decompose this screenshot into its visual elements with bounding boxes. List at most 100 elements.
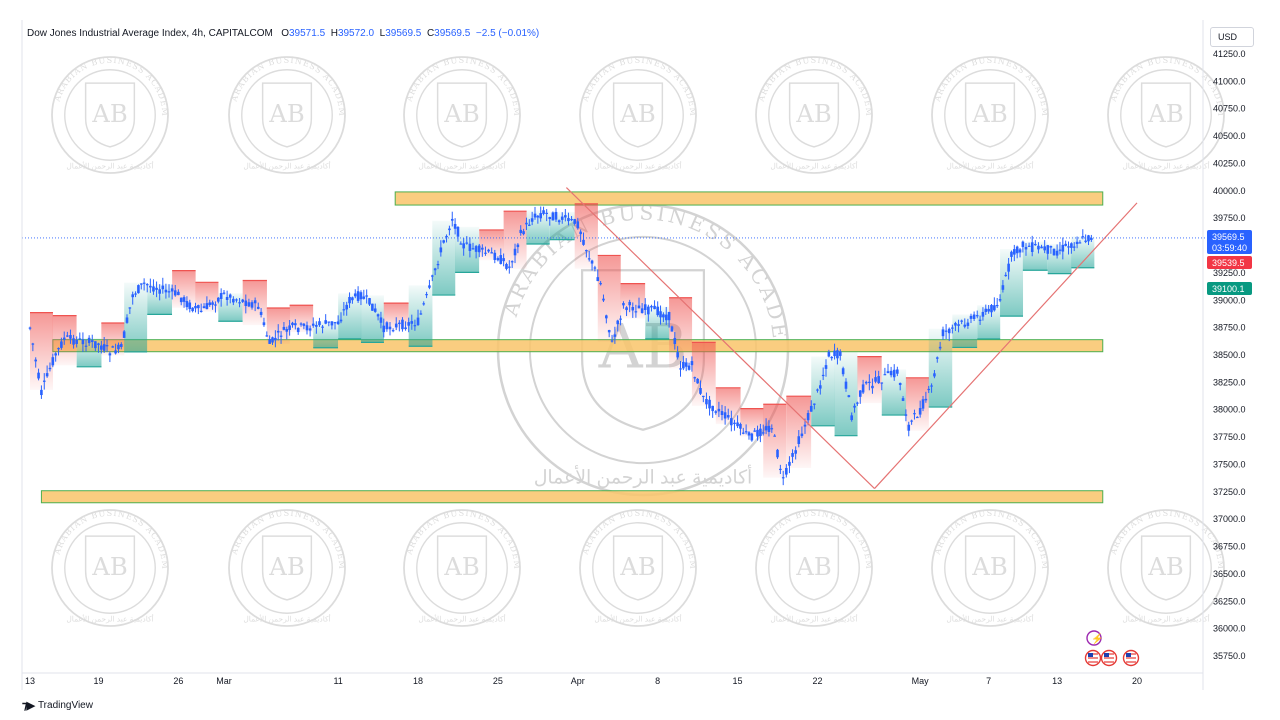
candle	[1018, 247, 1022, 258]
candle	[205, 296, 209, 310]
candle-body	[947, 328, 951, 334]
candle	[788, 456, 791, 474]
seal-outer-ring	[403, 509, 521, 627]
candle	[394, 317, 398, 331]
candle-body	[299, 323, 303, 325]
candle-body	[296, 327, 300, 333]
price-tick-label: 36750.0	[1213, 542, 1246, 552]
candle	[217, 297, 220, 304]
currency-button[interactable]: USD	[1210, 27, 1254, 47]
candle	[142, 278, 146, 291]
candle-body	[324, 320, 327, 324]
candle-body	[930, 385, 933, 387]
candle-body	[225, 296, 229, 300]
candle	[436, 260, 440, 270]
candle-body	[149, 285, 152, 288]
earnings-event-icon[interactable]	[1086, 630, 1102, 646]
candle-body	[398, 322, 401, 325]
candle-body	[219, 293, 223, 299]
candle-body	[205, 303, 209, 310]
candle	[726, 408, 730, 420]
candle	[682, 355, 685, 371]
seal-outer-ring	[51, 509, 169, 627]
candle-body	[173, 290, 177, 296]
candle	[781, 470, 785, 486]
candle-body	[924, 398, 928, 401]
price-tick-label: 40250.0	[1213, 158, 1246, 168]
candle	[809, 400, 813, 412]
candle-body	[75, 339, 78, 344]
candle-body	[690, 361, 694, 366]
candle-body	[362, 296, 366, 299]
bull-band	[928, 328, 953, 408]
candle-body	[990, 304, 993, 313]
seal-outer-ring	[755, 56, 873, 174]
candle	[717, 401, 721, 418]
candle-body	[28, 327, 32, 329]
candle	[484, 246, 487, 256]
candle-body	[539, 213, 543, 219]
candle	[315, 321, 318, 334]
candle-body	[723, 412, 727, 419]
us-flag-event-icon[interactable]	[1122, 649, 1140, 667]
candle	[185, 296, 189, 311]
candle	[336, 315, 340, 325]
candle	[459, 241, 463, 245]
candle	[941, 326, 945, 340]
candle-body	[1070, 243, 1073, 248]
candle	[667, 311, 671, 328]
us-flag-event-icon[interactable]	[1100, 649, 1118, 667]
candle	[302, 322, 306, 330]
seal-outer-ring	[579, 509, 697, 627]
candle	[1075, 236, 1079, 249]
seal-initials: AB	[619, 552, 656, 581]
seal-arabic-text: أكاديمية عبد الرحمن الأعمال	[66, 159, 153, 170]
candle-body	[327, 321, 331, 323]
candle-body	[62, 337, 66, 340]
candle	[889, 366, 893, 378]
candle	[62, 331, 66, 345]
candle-body	[596, 277, 600, 282]
candle	[616, 319, 620, 332]
candle-body	[693, 377, 697, 379]
candle	[28, 326, 32, 331]
candle	[425, 291, 428, 299]
candle	[954, 321, 957, 331]
candle-body	[170, 288, 174, 292]
candles	[28, 206, 1093, 486]
candle-body	[1027, 245, 1031, 247]
seal-arabic-text: أكاديمية عبد الرحمن الأعمال	[770, 159, 857, 170]
seal-inner-ring	[768, 69, 860, 161]
candle	[560, 212, 564, 224]
candle-body	[465, 242, 469, 244]
candle	[1043, 240, 1046, 254]
candle	[318, 317, 321, 327]
candle-body	[726, 415, 730, 418]
shield-icon	[612, 535, 664, 601]
candle-body	[259, 311, 263, 315]
seal-inner-ring	[768, 522, 860, 614]
candle-body	[161, 285, 165, 290]
candle-body	[987, 308, 990, 312]
candle	[238, 297, 241, 308]
tradingview-footer[interactable]: ⁊▶ TradingView	[22, 699, 93, 712]
price-tick-label: 39250.0	[1213, 268, 1246, 278]
candle-body	[830, 356, 834, 359]
candle-body	[442, 240, 445, 243]
candle-body	[1087, 235, 1090, 242]
candle	[102, 336, 106, 353]
candle	[960, 319, 963, 325]
us-flag-event-icon[interactable]	[1084, 649, 1102, 667]
price-tick-label: 38500.0	[1213, 350, 1246, 360]
candle-body	[907, 424, 911, 431]
price-tick-label: 36500.0	[1213, 569, 1246, 579]
candle-body	[142, 282, 146, 284]
candle	[228, 293, 232, 304]
candle	[551, 211, 555, 221]
candle-body	[197, 305, 200, 309]
candle	[100, 340, 103, 354]
event-markers[interactable]: ⚡	[1084, 630, 1140, 667]
bull-band	[1022, 241, 1048, 271]
